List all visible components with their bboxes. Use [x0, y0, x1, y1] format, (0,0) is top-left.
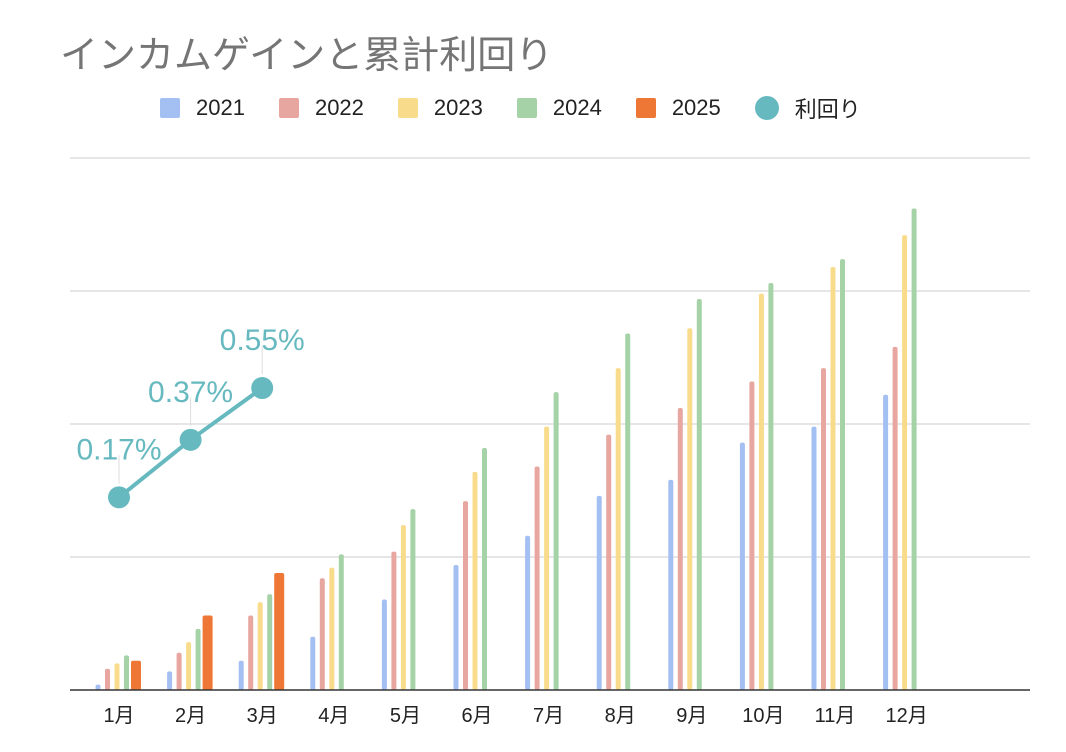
yield-point-2月 [179, 428, 202, 451]
legend-label-2023: 2023 [433, 95, 483, 120]
bar-2021-5月 [381, 599, 387, 690]
legend-label-yield: 利回り [794, 97, 861, 122]
x-tick-label: 8月 [605, 705, 636, 727]
x-tick-label: 3月 [247, 705, 278, 727]
bar-2023-3月 [257, 602, 263, 690]
x-tick-label: 2月 [175, 705, 206, 727]
bar-2022-4月 [319, 578, 325, 690]
bar-2023-1月 [114, 663, 120, 690]
bar-2025-2月 [202, 615, 213, 690]
bar-2024-6月 [482, 447, 487, 690]
bar-2023-7月 [544, 426, 550, 690]
x-tick-label: 9月 [676, 705, 707, 727]
bar-2022-9月 [677, 408, 683, 690]
bar-2022-5月 [391, 551, 397, 690]
x-tick-label: 10月 [742, 705, 784, 727]
bar-2022-12月 [892, 346, 898, 690]
legend-swatch-2025 [635, 98, 656, 118]
chart-title: インカムゲインと累計利回り [60, 33, 554, 77]
bar-2021-12月 [883, 394, 889, 690]
yield-data-label: 0.17% [76, 433, 161, 466]
bar-2022-3月 [248, 615, 254, 690]
legend-label-2025: 2025 [671, 95, 721, 120]
legend: 2021 2022 2023 2024 2025 利回り [160, 92, 895, 124]
legend-label-2021: 2021 [196, 95, 245, 120]
bar-2024-9月 [696, 298, 702, 690]
bar-2022-8月 [606, 434, 612, 690]
legend-swatch-2021 [160, 98, 180, 118]
bar-2023-5月 [400, 525, 406, 690]
bar-2022-2月 [176, 652, 182, 690]
bar-2024-4月 [338, 554, 344, 690]
bar-2022-11月 [821, 368, 826, 690]
legend-item-2023: 2023 [397, 95, 483, 121]
yield-data-label: 0.55% [220, 324, 305, 357]
bar-2021-1月 [95, 684, 101, 690]
bar-2023-10月 [758, 293, 764, 690]
x-tick-label: 11月 [815, 705, 856, 727]
bar-2024-5月 [410, 509, 416, 690]
legend-item-2021: 2021 [160, 95, 245, 121]
bar-2021-10月 [739, 442, 745, 690]
bar-2021-8月 [596, 495, 602, 690]
bar-2022-7月 [534, 466, 540, 690]
bar-2024-8月 [625, 333, 631, 690]
bar-2023-6月 [472, 471, 478, 690]
legend-swatch-2024 [516, 98, 537, 118]
bar-2024-2月 [195, 628, 201, 690]
bar-2025-3月 [274, 572, 285, 690]
x-tick-label: 12月 [885, 705, 927, 727]
bar-2023-11月 [830, 267, 836, 690]
x-tick-label: 6月 [461, 705, 492, 727]
bar-2024-3月 [267, 594, 273, 690]
x-tick-label: 7月 [533, 705, 564, 727]
legend-swatch-2022 [278, 98, 299, 118]
bar-2021-9月 [668, 479, 674, 690]
legend-item-yield: 利回り [754, 92, 861, 124]
bar-2024-10月 [768, 283, 774, 690]
bar-2023-9月 [687, 328, 693, 690]
x-tick-label: 1月 [103, 705, 134, 727]
bar-2021-4月 [310, 636, 316, 690]
bar-2024-1月 [124, 655, 129, 690]
x-tick-label: 4月 [318, 705, 349, 727]
bar-2022-10月 [749, 381, 755, 690]
bar-2021-2月 [167, 671, 173, 690]
bar-2022-1月 [105, 668, 110, 690]
bar-2024-7月 [553, 392, 559, 690]
bar-2025-1月 [131, 660, 141, 690]
yield-point-1月 [108, 486, 130, 509]
bar-2021-7月 [525, 535, 531, 690]
legend-swatch-yield [754, 96, 779, 120]
legend-label-2022: 2022 [314, 95, 364, 120]
legend-item-2022: 2022 [278, 95, 364, 121]
bar-2021-3月 [238, 660, 244, 690]
bar-2021-6月 [453, 564, 459, 690]
yield-point-3月 [251, 377, 274, 400]
legend-label-2024: 2024 [552, 95, 602, 120]
yield-data-label: 0.37% [148, 376, 233, 409]
legend-swatch-2023 [397, 98, 418, 118]
legend-item-2024: 2024 [516, 95, 602, 121]
bar-2024-12月 [911, 208, 917, 691]
bar-2023-2月 [186, 642, 192, 690]
bar-2023-4月 [329, 567, 335, 690]
bar-2024-11月 [840, 259, 845, 690]
bar-2022-6月 [463, 501, 468, 690]
legend-item-2025: 2025 [635, 95, 721, 121]
bar-2023-8月 [615, 368, 621, 690]
x-tick-label: 5月 [390, 705, 421, 727]
bar-2023-12月 [902, 235, 908, 690]
bar-2021-11月 [811, 426, 817, 690]
